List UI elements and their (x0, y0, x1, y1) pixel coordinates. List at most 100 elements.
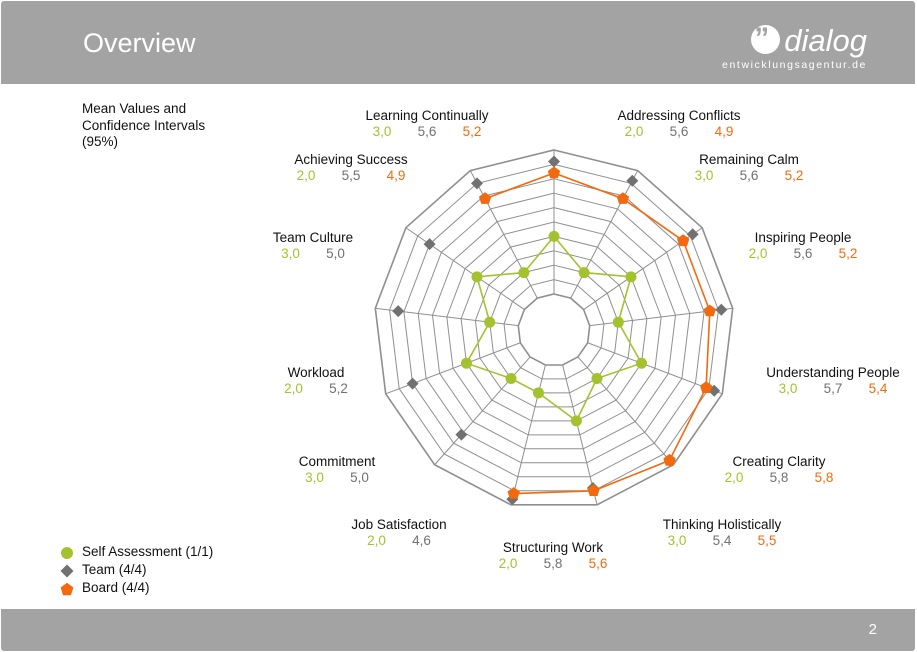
team-marker (715, 303, 728, 316)
axis-label: Workload (288, 365, 345, 380)
axis-label: Structuring Work (503, 540, 604, 555)
grid-ring (403, 178, 705, 478)
legend-board-swatch (60, 582, 74, 596)
legend-team-swatch (60, 564, 74, 578)
axis-value-team: 5,2 (329, 381, 348, 396)
axis-value-board: 5,8 (815, 470, 834, 485)
team-marker (392, 305, 405, 318)
self-marker (460, 357, 472, 369)
axis-label: Creating Clarity (732, 454, 825, 469)
team-marker (423, 238, 436, 251)
grid-spoke (385, 342, 521, 395)
grid-ring (446, 221, 662, 436)
page-number: 2 (868, 621, 877, 638)
axis-value-team: 5,6 (740, 168, 759, 183)
page-title: Overview (83, 28, 196, 58)
axis-value-self: 2,0 (625, 124, 644, 139)
board-marker (663, 453, 676, 466)
grid-ring (517, 293, 591, 366)
axis-value-team: 5,4 (713, 533, 732, 548)
axis-value-board: 5,4 (869, 381, 888, 396)
team-marker (686, 228, 699, 241)
axis-value-self: 3,0 (695, 168, 714, 183)
axis-label: Commitment (299, 454, 376, 469)
self-marker (625, 271, 637, 283)
board-marker (616, 192, 630, 204)
grid-ring (431, 207, 677, 450)
axis-value-team: 5,8 (544, 556, 563, 571)
axis-value-board: 5,5 (758, 533, 777, 548)
legend-item-board: Board (4/4) (60, 579, 213, 597)
axis-value-team: 5,0 (350, 470, 369, 485)
note-line-1: Mean Values and (82, 101, 187, 116)
grid-spoke (405, 227, 525, 310)
quote-mark-icon: ” (751, 22, 781, 55)
self-marker (636, 357, 648, 369)
board-marker (700, 381, 713, 393)
grid-ring (374, 149, 734, 506)
legend-board-label: Board (4/4) (82, 580, 150, 595)
axis-value-board: 5,2 (839, 246, 858, 261)
board-marker (677, 234, 690, 247)
note-line-2: Confidence Intervals (82, 117, 206, 133)
axis-value-team: 5,5 (342, 168, 361, 183)
self-marker (471, 271, 483, 283)
board-marker (703, 304, 716, 317)
team-marker (471, 177, 483, 190)
self-marker (548, 230, 560, 242)
legend-self-label: Self Assessment (1/1) (82, 544, 214, 559)
axis-value-board: 4,9 (387, 168, 406, 183)
axis-value-board: 5,2 (463, 124, 482, 139)
header-bar: Overview ” dialog entwicklungsagentur.de (1, 1, 915, 84)
legend-item-self: Self Assessment (1/1) (60, 543, 213, 561)
axis-value-self: 2,0 (284, 381, 303, 396)
chart-legend: Self Assessment (1/1) Team (4/4) Board (… (60, 543, 213, 597)
axis-label: Addressing Conflicts (617, 108, 740, 123)
circle-marker-icon (61, 547, 73, 559)
axis-value-team: 5,6 (794, 246, 813, 261)
chart-note: Mean Values and Confidence Intervals (95… (82, 101, 205, 151)
grid-ring (503, 279, 605, 380)
self-marker (532, 387, 544, 399)
axis-value-team: 5,7 (824, 381, 843, 396)
self-marker (518, 267, 530, 279)
axis-value-team: 4,6 (412, 533, 431, 548)
axis-value-board: 4,9 (715, 124, 734, 139)
axis-value-team: 5,0 (326, 246, 345, 261)
axis-value-self: 3,0 (305, 470, 324, 485)
axis-label: Achieving Success (294, 152, 408, 167)
team-marker (548, 155, 560, 168)
note-line-3: (95%) (82, 134, 119, 149)
grid-ring (417, 192, 691, 464)
axis-label: Team Culture (273, 230, 353, 245)
legend-item-team: Team (4/4) (60, 561, 213, 579)
axis-value-team: 5,6 (418, 124, 437, 139)
self-marker (570, 415, 582, 427)
dialog-logo: ” dialog (751, 22, 867, 59)
axis-value-self: 3,0 (779, 381, 798, 396)
pentagon-marker-icon (60, 582, 74, 596)
team-marker (455, 428, 468, 441)
logo-text: dialog (784, 23, 867, 58)
axis-value-self: 3,0 (668, 533, 687, 548)
grid-spoke (562, 364, 598, 505)
self-series-line (465, 235, 643, 423)
team-marker (406, 377, 419, 390)
diamond-marker-icon (60, 564, 74, 578)
axis-value-self: 2,0 (725, 470, 744, 485)
legend-self-swatch (61, 547, 73, 559)
axis-label: Learning Continually (365, 108, 488, 123)
axis-value-team: 5,8 (770, 470, 789, 485)
board-marker (478, 192, 492, 204)
axis-value-board: 5,2 (785, 168, 804, 183)
footer-bar: 2 (1, 609, 915, 651)
self-marker (505, 373, 517, 385)
axis-label: Understanding People (766, 365, 900, 380)
axis-value-team: 5,6 (670, 124, 689, 139)
board-marker (547, 166, 561, 179)
grid-spoke (587, 342, 723, 395)
axis-label: Thinking Holistically (663, 517, 782, 532)
grid-ring (489, 264, 619, 394)
grid-ring (460, 235, 648, 422)
